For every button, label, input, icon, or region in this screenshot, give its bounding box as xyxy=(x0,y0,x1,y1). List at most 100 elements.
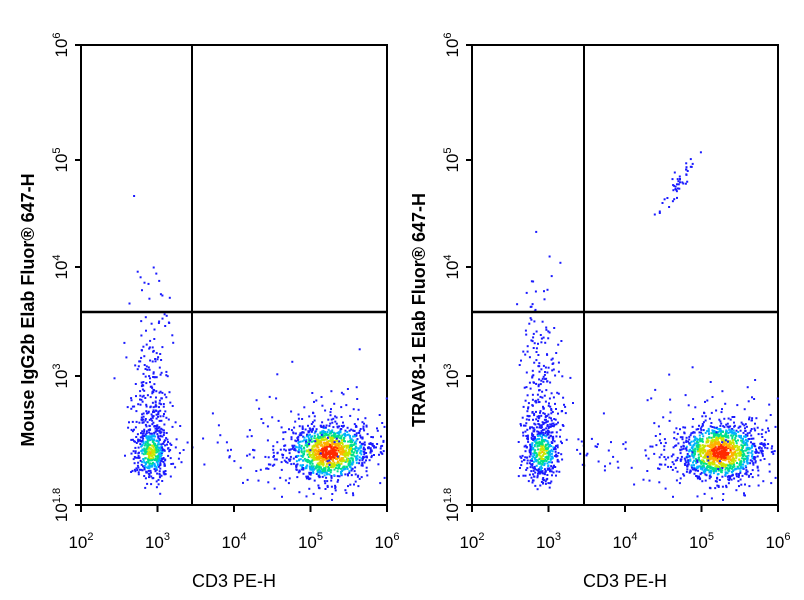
data-point xyxy=(353,483,355,486)
data-point xyxy=(693,464,695,467)
data-point xyxy=(216,441,219,444)
data-point xyxy=(545,430,548,433)
data-point xyxy=(296,463,299,466)
data-point xyxy=(382,439,385,442)
data-point xyxy=(324,432,327,435)
data-point xyxy=(294,449,297,452)
data-point xyxy=(685,441,688,443)
data-point xyxy=(541,396,544,399)
data-point xyxy=(672,184,675,187)
data-point xyxy=(737,480,740,483)
data-point xyxy=(275,458,278,461)
data-point xyxy=(143,428,146,431)
data-point xyxy=(303,406,306,409)
data-point xyxy=(728,476,731,479)
data-point xyxy=(311,429,314,432)
data-point xyxy=(704,415,707,418)
data-point xyxy=(715,449,718,452)
data-point xyxy=(538,362,541,365)
data-point xyxy=(158,473,161,476)
data-point xyxy=(726,425,729,428)
data-point xyxy=(746,386,749,389)
data-point xyxy=(694,460,697,463)
data-point xyxy=(764,438,767,441)
data-point xyxy=(770,447,773,450)
data-point xyxy=(341,457,344,460)
data-point xyxy=(154,448,157,451)
data-point xyxy=(546,477,549,480)
data-point xyxy=(328,453,331,455)
data-point xyxy=(147,459,150,462)
data-point xyxy=(541,457,544,460)
data-point xyxy=(701,415,704,418)
data-point xyxy=(246,435,249,438)
data-point xyxy=(363,461,366,464)
data-point xyxy=(719,444,722,447)
data-point xyxy=(307,456,310,458)
data-point xyxy=(139,394,142,397)
data-point xyxy=(329,422,332,425)
data-point xyxy=(534,456,536,459)
data-point xyxy=(727,460,730,463)
data-point xyxy=(722,425,725,428)
data-point xyxy=(729,475,732,478)
data-point xyxy=(140,463,143,466)
data-point xyxy=(543,464,546,467)
data-point xyxy=(337,449,340,452)
data-point xyxy=(542,479,545,481)
data-point xyxy=(371,444,374,447)
data-point xyxy=(730,447,733,450)
data-point xyxy=(564,405,567,408)
data-point xyxy=(767,427,769,430)
data-point xyxy=(646,470,649,472)
data-point xyxy=(517,475,520,478)
data-point xyxy=(147,447,150,450)
data-point xyxy=(292,431,295,434)
data-point xyxy=(307,477,310,480)
data-point xyxy=(140,381,143,384)
data-point xyxy=(159,353,162,355)
data-point xyxy=(141,448,144,451)
data-point xyxy=(133,405,136,408)
data-point xyxy=(339,447,342,450)
data-point xyxy=(150,417,152,420)
data-point xyxy=(161,346,164,349)
data-point xyxy=(315,452,318,455)
data-point xyxy=(731,454,734,457)
data-point xyxy=(330,439,333,442)
data-point xyxy=(711,443,714,446)
data-point xyxy=(538,451,541,454)
data-point xyxy=(743,461,746,464)
data-point xyxy=(545,326,548,329)
data-point xyxy=(165,437,168,440)
data-point xyxy=(308,473,311,476)
data-point xyxy=(535,410,537,413)
data-point xyxy=(305,467,308,470)
data-point xyxy=(745,441,748,444)
data-point xyxy=(540,442,542,445)
data-point xyxy=(128,302,131,305)
data-point xyxy=(774,425,777,428)
data-point xyxy=(693,454,696,457)
data-point xyxy=(239,466,242,469)
data-point xyxy=(128,421,130,424)
data-point xyxy=(522,434,525,437)
data-point xyxy=(160,443,163,446)
data-point xyxy=(537,468,540,471)
data-point xyxy=(312,471,315,474)
data-point xyxy=(540,459,543,462)
data-point xyxy=(361,462,364,465)
right-x-tick-label: 104 xyxy=(612,531,637,552)
data-point xyxy=(327,434,330,437)
data-point xyxy=(653,422,656,425)
data-point xyxy=(558,470,561,473)
data-point xyxy=(341,439,344,442)
data-point xyxy=(702,461,705,464)
data-point xyxy=(140,385,143,388)
data-point xyxy=(716,434,719,437)
data-point xyxy=(338,475,341,478)
data-point xyxy=(530,443,533,446)
data-point xyxy=(294,420,297,423)
data-point xyxy=(132,458,135,461)
data-point xyxy=(732,460,735,463)
